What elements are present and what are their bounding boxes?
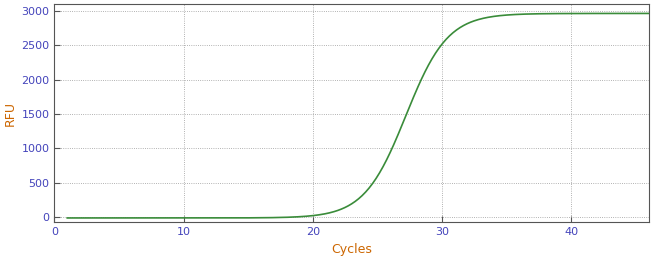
Y-axis label: RFU: RFU: [4, 101, 17, 126]
X-axis label: Cycles: Cycles: [331, 243, 372, 256]
